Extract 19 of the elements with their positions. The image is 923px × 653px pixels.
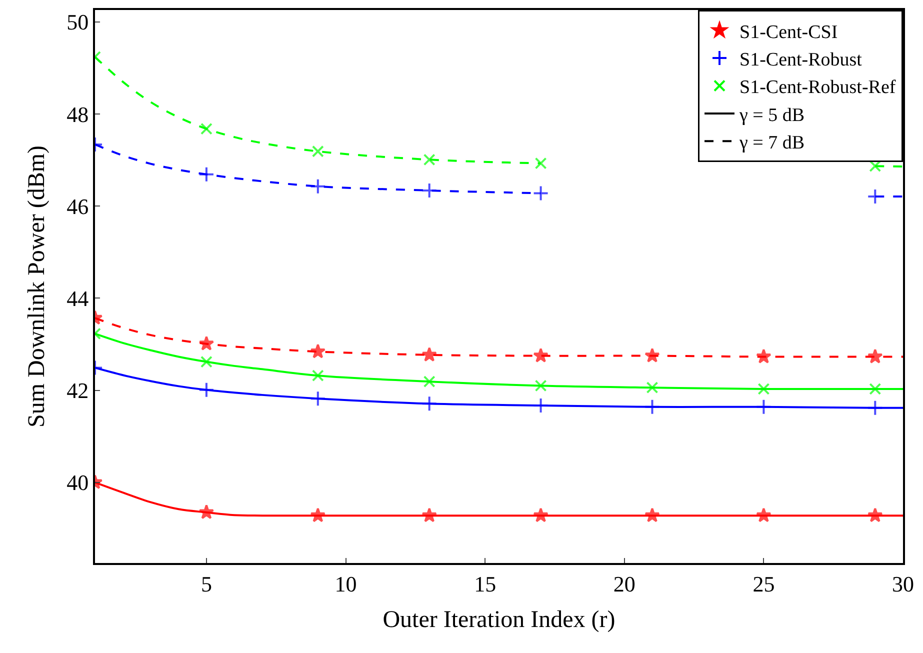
x-axis-title: Outer Iteration Index (r) [382,607,616,634]
legend-label: S1-Cent-Robust [740,49,863,70]
y-tick-label: 40 [66,470,89,496]
x-tick-label: 20 [613,571,636,596]
y-tick-label: 50 [66,10,89,35]
y-tick-label: 46 [66,194,89,219]
legend-label: S1-Cent-Robust-Ref [740,77,896,98]
x-tick-label: 25 [752,571,775,596]
x-tick-label: 10 [334,571,357,596]
legend-label: γ = 7 dB [738,132,805,154]
x-tick-label: 30 [892,571,914,596]
y-axis-title: Sum Downlink Power (dBm) [24,146,50,428]
y-tick-label: 44 [66,286,89,311]
x-tick-label: 15 [474,571,496,596]
y-tick-label: 42 [66,378,89,404]
y-tick-label: 48 [66,102,89,127]
legend-label: γ = 5 dB [738,104,805,126]
legend-label: S1-Cent-CSI [740,22,838,43]
x-tick-label: 5 [200,571,212,596]
